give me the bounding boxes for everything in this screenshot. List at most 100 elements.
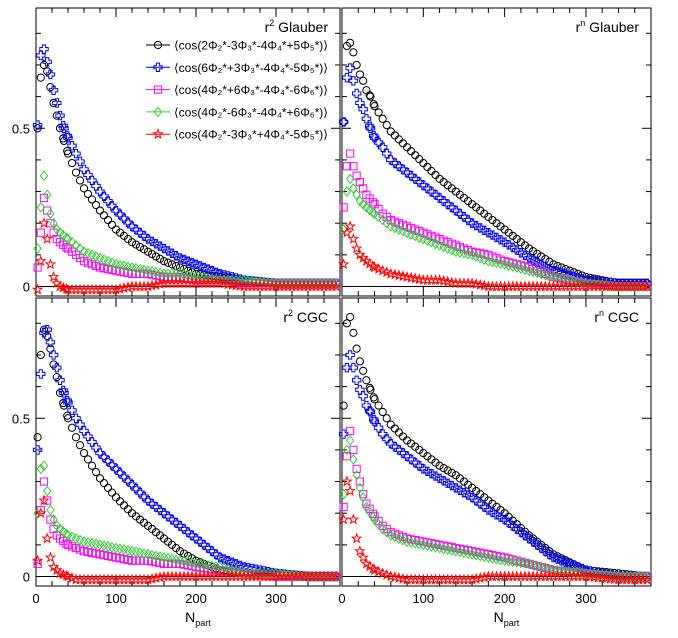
data-point: [195, 261, 205, 271]
data-point: [146, 572, 158, 584]
data-point: [95, 206, 105, 215]
data-point: [54, 280, 66, 292]
data-point: [338, 429, 349, 439]
data-point: [390, 158, 400, 168]
data-point: [366, 385, 375, 394]
data-point: [183, 527, 193, 537]
data-point: [342, 186, 352, 197]
data-point: [107, 201, 117, 211]
x-tick-label: 300: [265, 591, 287, 606]
data-point: [91, 467, 101, 477]
x-tick-label: 200: [185, 591, 207, 606]
data-point: [528, 247, 538, 256]
data-point: [199, 540, 209, 550]
data-point: [71, 168, 81, 177]
data-point: [349, 453, 358, 465]
data-point: [508, 521, 518, 531]
data-point: [349, 48, 358, 57]
panel-title-rest: CGC: [604, 309, 639, 325]
data-point: [344, 484, 356, 496]
data-point: [55, 375, 65, 385]
data-point: [127, 221, 137, 232]
data-point: [382, 217, 391, 229]
data-point: [438, 196, 449, 206]
data-point: [370, 102, 379, 111]
data-point: [147, 499, 157, 509]
data-point: [349, 162, 358, 171]
data-point: [54, 567, 66, 579]
data-point: [355, 70, 364, 79]
legend-label: ⟨cos(6Φ₂*+3Φ₃*-4Φ₄*-5Φ₅*)⟩: [174, 61, 328, 75]
data-point: [347, 232, 360, 244]
data-point: [382, 414, 391, 423]
data-point: [123, 476, 133, 486]
data-point: [52, 98, 62, 108]
data-point: [330, 570, 342, 582]
data-point: [71, 148, 81, 159]
data-point: [641, 280, 653, 292]
data-point: [107, 220, 117, 229]
data-point: [439, 464, 448, 473]
data-point: [32, 445, 43, 455]
data-point: [99, 452, 109, 462]
data-point: [179, 524, 189, 534]
plot-frame: [35, 7, 341, 297]
data-point: [358, 391, 368, 401]
data-point: [223, 274, 233, 286]
panel-3: 0 0.5 0 100 200 300 Npart r2 CGC: [12, 297, 342, 628]
data-point: [345, 435, 355, 446]
data-point: [552, 554, 563, 564]
series-star: [31, 217, 342, 295]
x-tick-label: 0: [32, 591, 39, 606]
data-point: [354, 545, 366, 557]
data-point: [406, 171, 416, 181]
data-point: [478, 571, 491, 583]
data-point: [475, 499, 485, 509]
data-point: [52, 224, 62, 235]
y-tick-label: 0: [23, 280, 30, 295]
data-point: [342, 319, 351, 328]
data-point: [414, 461, 424, 471]
data-point: [55, 124, 65, 133]
panel-title-base: r: [576, 19, 581, 35]
data-point: [114, 282, 126, 294]
data-point: [36, 350, 45, 360]
data-point: [163, 258, 173, 267]
data-point: [355, 195, 365, 207]
data-point: [36, 463, 46, 475]
data-point: [147, 249, 157, 259]
data-point: [99, 191, 109, 202]
data-point: [346, 312, 355, 322]
data-point: [219, 554, 229, 564]
panel-title-sup: 2: [269, 18, 274, 28]
y-tick-label: 0.5: [12, 121, 30, 136]
data-point: [344, 220, 356, 232]
data-point: [146, 279, 158, 291]
data-point: [46, 208, 55, 220]
data-point: [127, 480, 137, 490]
x-axis-label: Npart: [494, 609, 520, 628]
series-star: [337, 475, 653, 585]
data-point: [359, 76, 368, 85]
data-point: [443, 199, 453, 209]
data-point: [49, 514, 58, 525]
data-point: [471, 495, 481, 506]
data-point: [207, 546, 217, 556]
data-point: [35, 255, 47, 267]
data-point: [39, 477, 49, 486]
data-point: [39, 170, 49, 182]
data-point: [532, 540, 542, 550]
data-point: [45, 337, 56, 348]
data-point: [83, 455, 93, 464]
data-point: [215, 552, 225, 563]
data-point: [339, 401, 348, 410]
data-point: [345, 173, 355, 185]
data-point: [79, 184, 89, 193]
data-point: [382, 120, 391, 130]
data-point: [75, 156, 85, 167]
data-point: [346, 426, 355, 436]
data-point: [135, 228, 145, 238]
data-point: [99, 211, 109, 220]
data-point: [370, 208, 379, 220]
data-point: [75, 419, 85, 430]
